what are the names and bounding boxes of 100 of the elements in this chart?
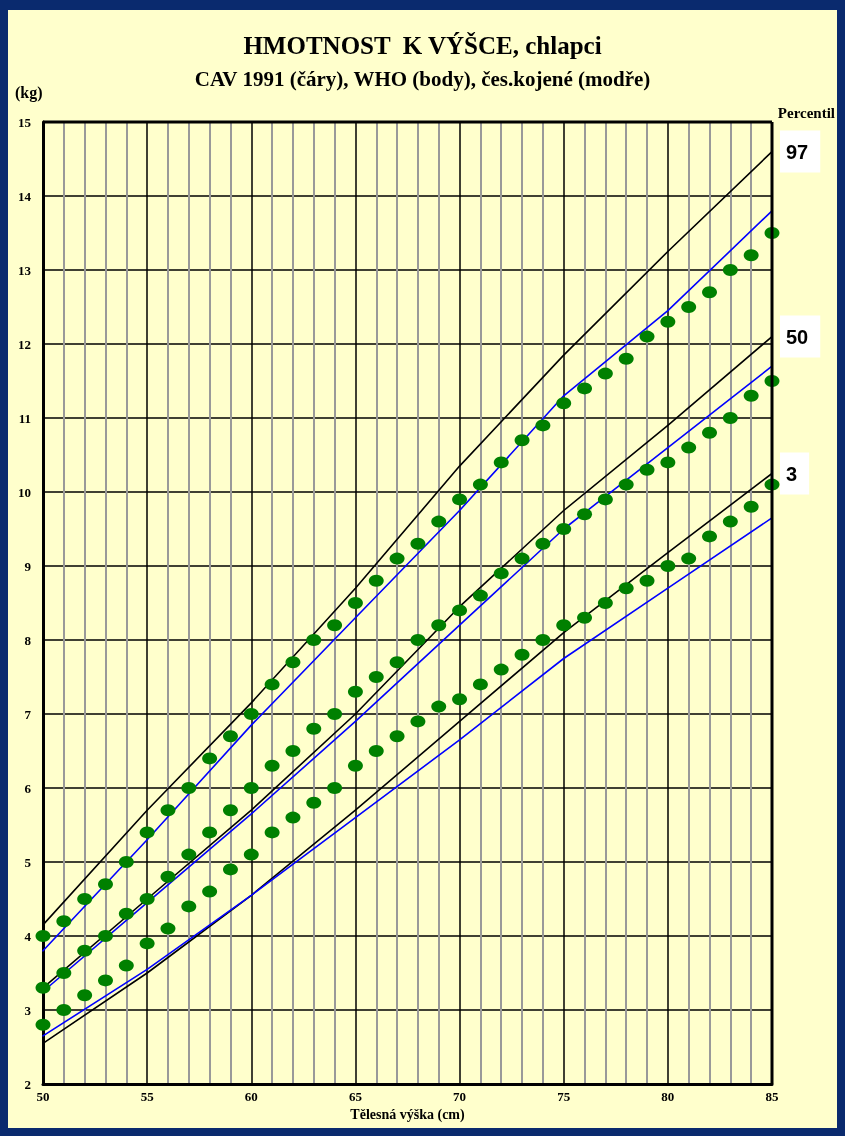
point [118,907,134,920]
x-tick-label: 70 [453,1089,467,1104]
point [285,656,301,669]
point [431,619,447,632]
point [243,848,259,861]
point [389,656,405,669]
point [597,493,613,506]
point [431,515,447,528]
point [56,915,72,928]
point [35,981,51,994]
point [493,663,509,676]
series-label: 97 [786,140,809,163]
point [264,678,280,691]
point [243,782,259,794]
x-tick-label: 65 [348,1089,363,1104]
point [535,419,551,432]
point [472,589,488,602]
point [639,330,655,343]
x-tick-label: 60 [244,1089,258,1104]
point [639,463,655,476]
point [410,537,426,550]
y-tick-label: 14 [18,188,32,204]
point [98,974,113,987]
point [139,893,155,905]
point [160,922,176,935]
point [702,530,718,543]
point [514,648,530,661]
point [702,286,718,299]
x-axis-title: Tělesná výška (cm) [350,1107,465,1124]
point [77,893,93,905]
y-tick-label: 15 [18,114,32,130]
point [681,552,697,565]
point [722,264,738,276]
x-tick-label: 55 [140,1089,155,1104]
point [160,804,176,817]
point [535,634,551,646]
point [743,249,759,262]
point [56,967,72,979]
point [139,937,155,950]
point [368,671,384,683]
y-tick-label: 4 [24,928,32,944]
point [389,552,405,565]
point [743,389,759,402]
point [618,582,634,595]
y-axis-title: (kg) [15,83,43,102]
point [306,634,322,646]
chart-title: HMOTNOST K VÝŠCE, chlapci [243,32,602,59]
series-label: 3 [786,462,798,485]
point [35,1018,51,1031]
series-label: 50 [786,325,809,348]
point [431,700,447,713]
point [577,611,593,624]
point [452,693,468,706]
y-tick-label: 6 [24,780,32,796]
x-tick-label: 80 [661,1089,675,1104]
point [35,930,51,942]
point [681,301,697,313]
point [243,708,259,720]
point [660,315,676,328]
point [472,678,488,691]
point [452,493,468,506]
point [493,456,509,469]
point [202,826,218,839]
point [660,560,676,572]
point [160,870,176,883]
point [118,959,134,972]
point [368,574,384,587]
point [222,804,238,817]
point [285,811,301,824]
point [452,604,468,617]
point [306,796,322,809]
point [222,863,238,876]
y-tick-label: 5 [24,854,32,870]
point [202,752,218,765]
point [514,434,530,447]
point [181,782,197,794]
legend-title: Percentil [777,104,836,121]
point [722,412,738,424]
point [368,745,384,757]
point [722,515,738,528]
point [556,619,572,632]
point [327,708,343,720]
y-tick-label: 2 [24,1076,31,1092]
point [181,900,197,913]
x-tick-label: 75 [557,1089,571,1104]
point [118,856,134,868]
point [98,930,113,942]
point [577,508,593,521]
point [181,848,197,861]
point [639,574,655,587]
point [535,537,551,550]
x-tick-label: 50 [36,1089,50,1104]
point [556,397,572,410]
point [618,352,634,365]
point [347,759,363,772]
point [618,478,634,491]
point [514,552,530,565]
point [660,456,676,469]
point [493,567,509,580]
point [98,878,113,891]
